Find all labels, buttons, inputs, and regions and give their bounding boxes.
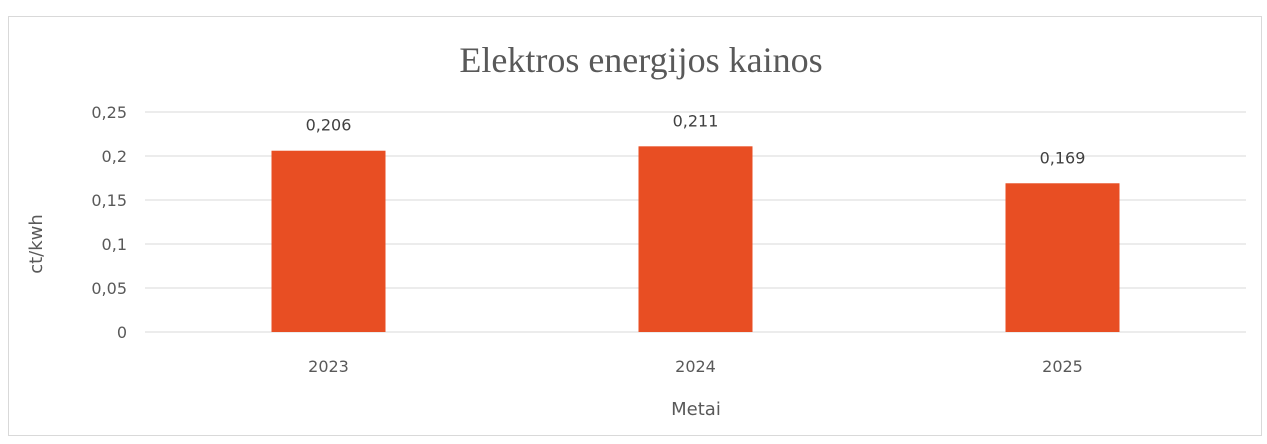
data-label: 0,211 bbox=[673, 111, 719, 130]
y-tick-label: 0,1 bbox=[102, 235, 127, 254]
bar-2025 bbox=[1005, 183, 1120, 332]
x-axis-label: Metai bbox=[671, 399, 721, 420]
x-tick-label: 2024 bbox=[675, 357, 716, 376]
y-axis-ticks: 0 0,05 0,1 0,15 0,2 0,25 bbox=[91, 103, 127, 342]
chart-title: Elektros energijos kainos bbox=[459, 40, 822, 80]
y-tick-label: 0,2 bbox=[102, 147, 127, 166]
data-labels: 0,206 0,211 0,169 bbox=[306, 111, 1086, 167]
x-tick-label: 2025 bbox=[1042, 357, 1083, 376]
y-axis-label: ct/kwh bbox=[26, 214, 47, 274]
bar-2023 bbox=[271, 150, 386, 332]
x-tick-label: 2023 bbox=[308, 357, 349, 376]
y-tick-label: 0 bbox=[117, 323, 127, 342]
bars bbox=[271, 146, 1120, 332]
y-tick-label: 0,05 bbox=[91, 279, 127, 298]
data-label: 0,206 bbox=[306, 116, 352, 135]
y-tick-label: 0,15 bbox=[91, 191, 127, 210]
bar-2024 bbox=[638, 146, 753, 332]
x-axis-ticks: 2023 2024 2025 bbox=[308, 357, 1083, 376]
data-label: 0,169 bbox=[1040, 148, 1086, 167]
y-tick-label: 0,25 bbox=[91, 103, 127, 122]
